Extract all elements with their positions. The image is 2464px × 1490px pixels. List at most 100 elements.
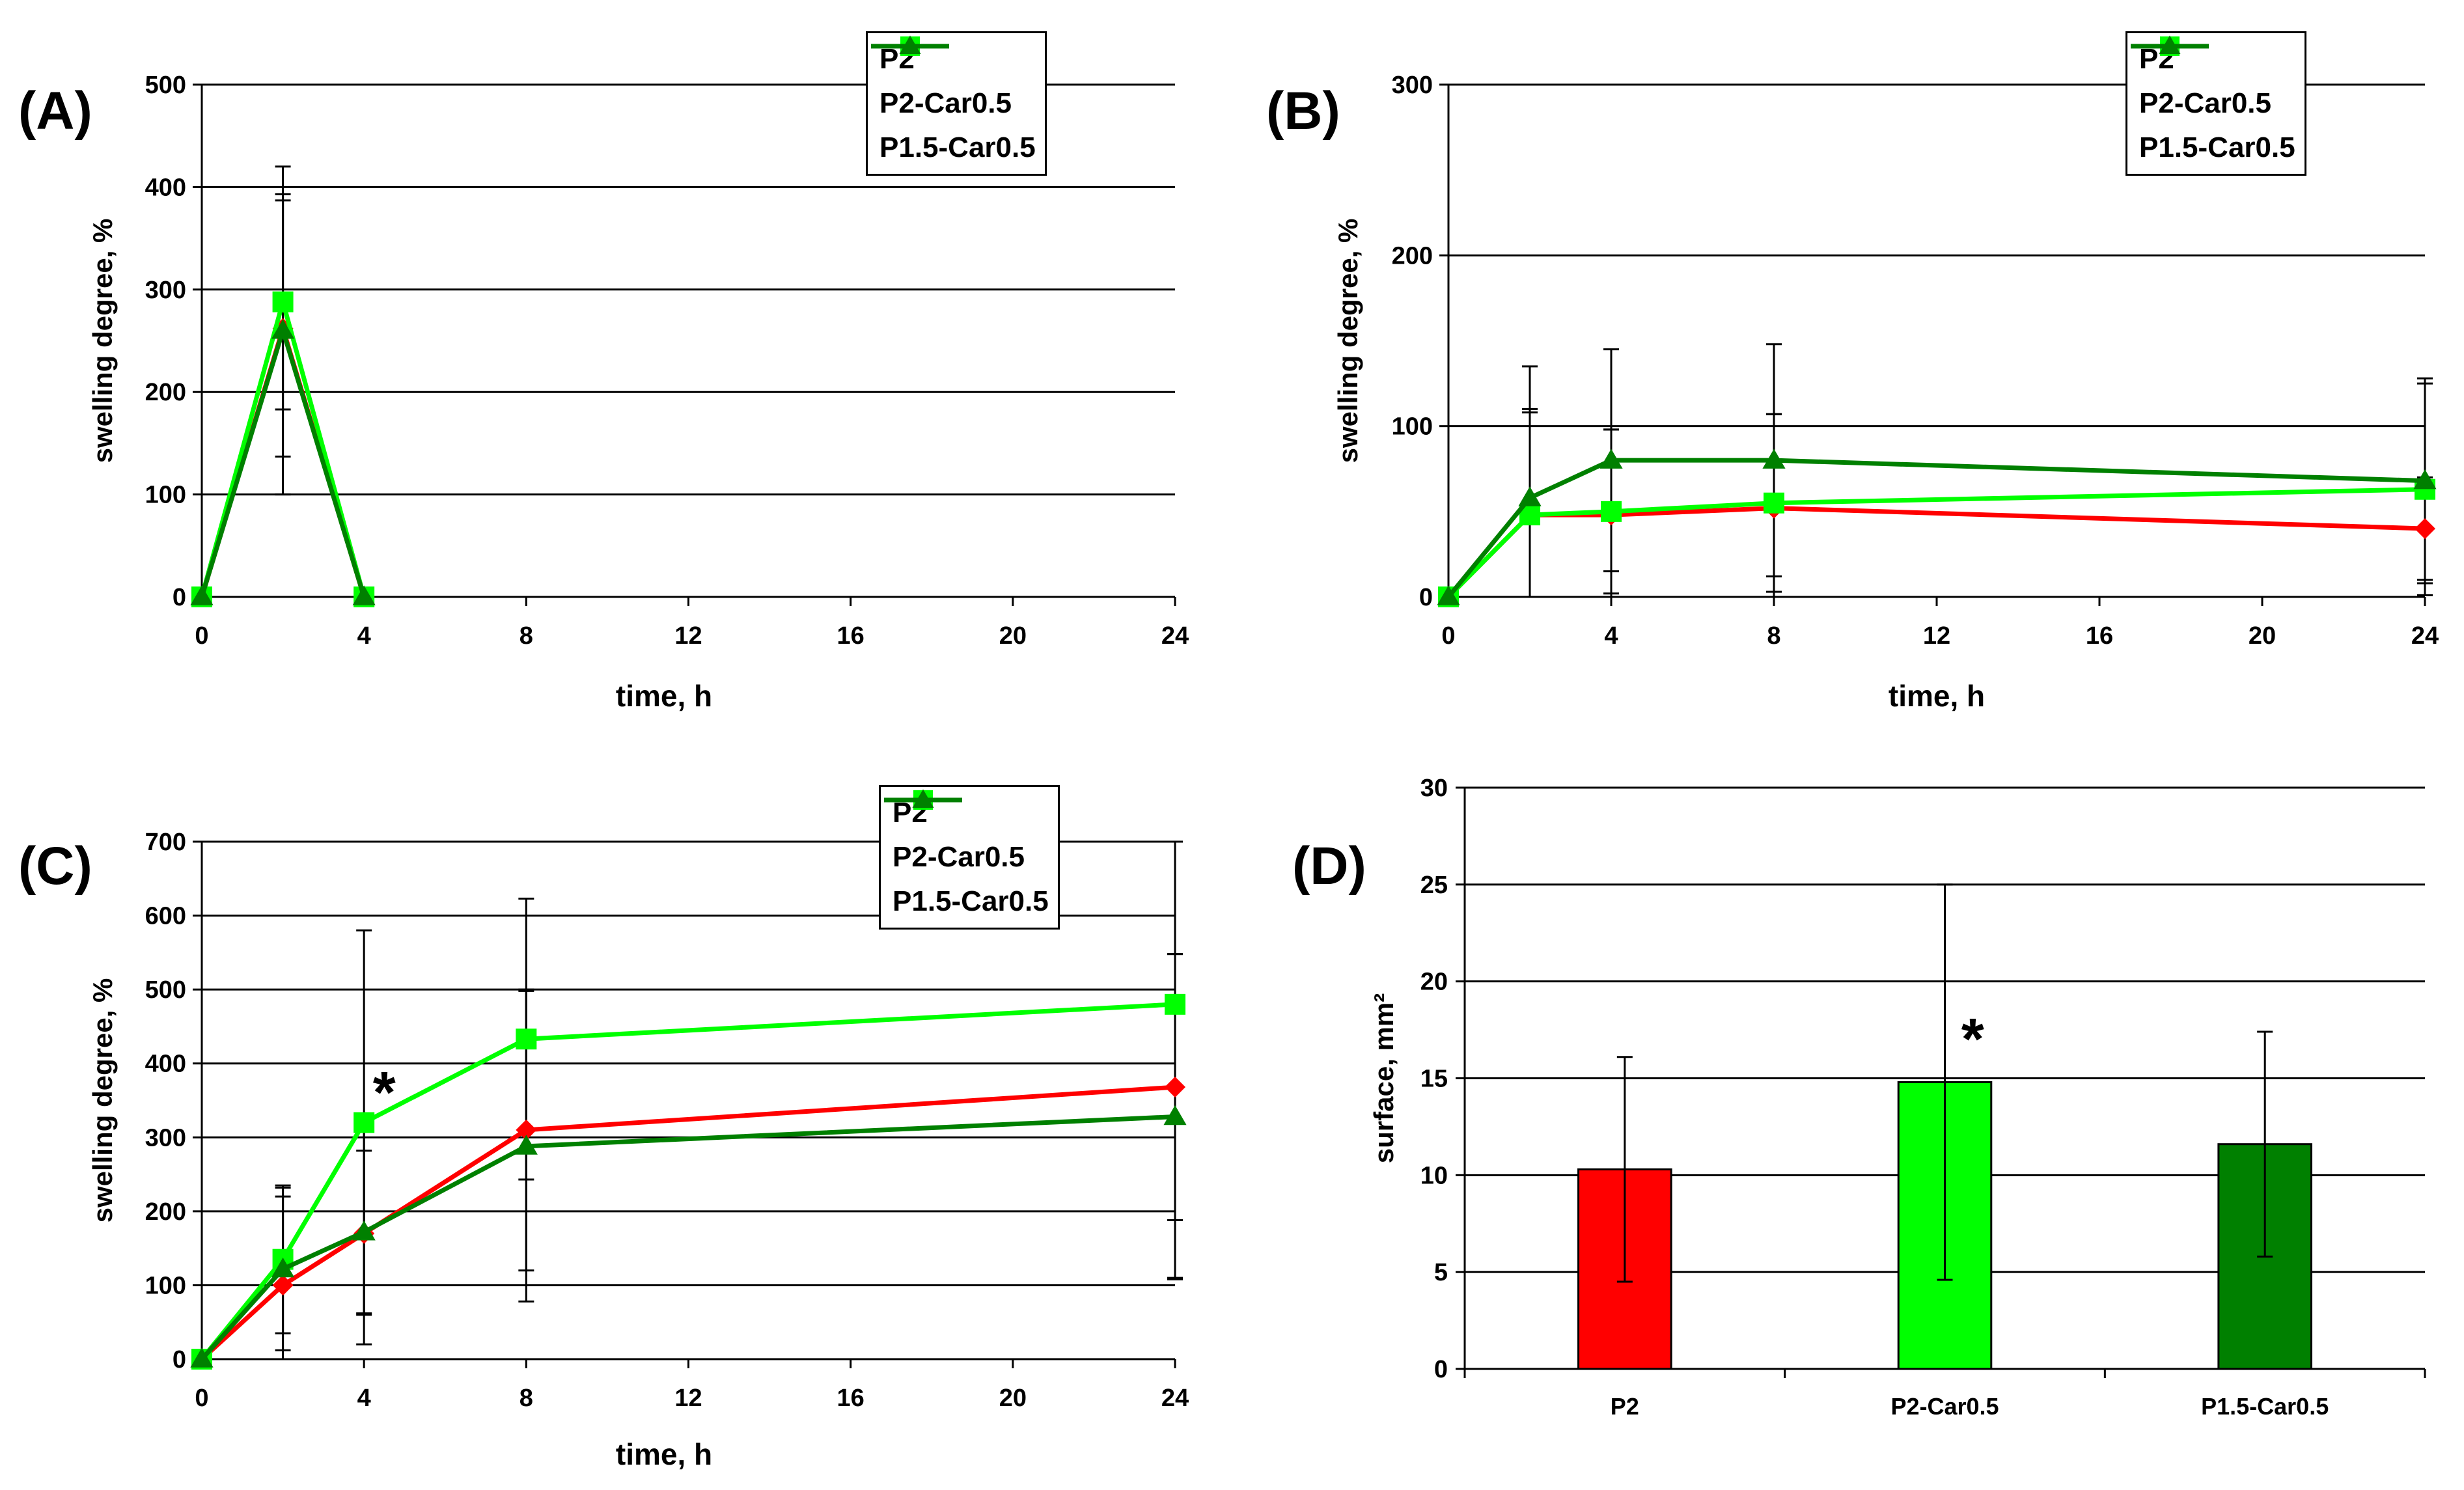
y-axis-title: swelling degree, % xyxy=(87,978,118,1223)
data-point-p2-car0-5 xyxy=(1764,492,1784,514)
x-tick-label: 0 xyxy=(195,1385,208,1412)
x-tick-label: 24 xyxy=(1161,622,1189,650)
x-axis-title: time, h xyxy=(616,1437,712,1471)
x-tick-label: 12 xyxy=(1923,622,1950,650)
y-tick-label: 15 xyxy=(1420,1066,1448,1093)
panel-c: (C) 0 100 200 300 400 500 600 700 0 4 8 12 16 20 24 tim… xyxy=(0,749,1234,1490)
series-line-p2 xyxy=(1447,506,2426,599)
y-axis-title: swelling degree, % xyxy=(87,219,118,463)
data-point-p1-5-car0-5 xyxy=(1762,448,1786,469)
legend-swatch-p15-car xyxy=(871,35,949,54)
data-point-p1-5-car0-5 xyxy=(190,1347,214,1368)
significance-asterisk: * xyxy=(373,1060,396,1125)
legend-entry: P1.5-Car0.5 xyxy=(2131,35,2295,170)
data-point-p1-5-car0-5 xyxy=(1163,1105,1187,1125)
y-axis-title: swelling degree, % xyxy=(1333,219,1363,463)
y-tick-label: 0 xyxy=(173,584,186,611)
legend-marker xyxy=(912,789,934,808)
data-point-p2 xyxy=(2415,518,2435,540)
chart-d: 0 5 10 15 20 25 30 P2 P2-Car0.5 P1.5-Car0.5 surfac… xyxy=(1368,775,2426,1420)
x-tick-label: 0 xyxy=(195,622,208,650)
x-tick-label: 16 xyxy=(837,1385,865,1412)
y-tick-label: 700 xyxy=(145,829,186,856)
legend-entry: P2-Car0.5 xyxy=(871,36,1036,126)
series-line-p2 xyxy=(200,1084,1176,1361)
legend-entry: P2-Car0.5 xyxy=(2131,36,2295,126)
y-tick-label: 0 xyxy=(1419,584,1433,611)
legend-marker xyxy=(899,35,921,54)
data-point-p2 xyxy=(272,1275,294,1296)
legend-swatch-p15-car xyxy=(2131,35,2209,54)
x-tick-label: 24 xyxy=(1161,1385,1189,1412)
series-line-p2-car0-5 xyxy=(1447,487,2426,599)
x-tick-label: 20 xyxy=(999,1385,1027,1412)
y-tick-label: 200 xyxy=(1392,242,1433,269)
legend-marker xyxy=(2159,35,2181,54)
chart-b: 0 100 200 300 0 4 8 12 16 20 24 time, h swelling deg… xyxy=(1333,72,2439,713)
y-tick-label: 200 xyxy=(145,379,186,406)
y-tick-label: 0 xyxy=(1434,1356,1448,1383)
x-tick-label: 8 xyxy=(519,1385,533,1412)
data-point-p1-5-car0-5 xyxy=(1437,585,1460,605)
x-tick-label: 16 xyxy=(2086,622,2113,650)
significance-asterisk: * xyxy=(1961,1007,1984,1072)
y-tick-label: 500 xyxy=(145,976,186,1004)
x-axis-title: time, h xyxy=(616,679,712,713)
y-tick-label: 400 xyxy=(145,1051,186,1078)
legend-a: P2 P2-Car0.5 P1.5-Car0.5 xyxy=(866,31,1047,176)
series-line-p1-5-car0-5 xyxy=(1447,458,2426,599)
legend-label: P1.5-Car0.5 xyxy=(879,131,1036,163)
legend-entry: P1.5-Car0.5 xyxy=(884,789,1049,924)
x-tick-label: 4 xyxy=(357,622,371,650)
y-tick-label: 300 xyxy=(145,1124,186,1152)
data-point-p1-5-car0-5 xyxy=(352,585,376,605)
legend-label: P2-Car0.5 xyxy=(893,841,1025,873)
category-label: P2-Car0.5 xyxy=(1890,1393,1999,1420)
y-tick-label: 5 xyxy=(1434,1259,1448,1286)
y-tick-label: 0 xyxy=(173,1346,186,1373)
y-tick-label: 10 xyxy=(1420,1162,1448,1189)
chart-c: 0 100 200 300 400 500 600 700 0 4 8 12 16 20 24 time, h… xyxy=(87,829,1189,1471)
legend-label: P2-Car0.5 xyxy=(879,87,1012,119)
legend-label: P1.5-Car0.5 xyxy=(2139,131,2295,163)
y-tick-label: 500 xyxy=(145,72,186,99)
y-tick-label: 20 xyxy=(1420,969,1448,996)
data-point-p1-5-car0-5 xyxy=(271,319,295,339)
x-tick-label: 16 xyxy=(837,622,865,650)
category-label: P1.5-Car0.5 xyxy=(2201,1393,2329,1420)
legend-label: P2-Car0.5 xyxy=(2139,87,2272,119)
data-point-p1-5-car0-5 xyxy=(271,1257,295,1278)
legend-b: P2 P2-Car0.5 P1.5-Car0.5 xyxy=(2125,31,2306,176)
data-point-p2 xyxy=(516,1119,537,1140)
y-tick-label: 100 xyxy=(1392,413,1433,441)
y-tick-label: 25 xyxy=(1420,872,1448,899)
y-tick-label: 100 xyxy=(145,1272,186,1299)
data-point-p1-5-car0-5 xyxy=(352,1221,376,1241)
y-tick-label: 600 xyxy=(145,903,186,930)
data-point-p2-car0-5 xyxy=(353,1112,375,1133)
x-tick-label: 20 xyxy=(999,622,1027,650)
x-axis-title: time, h xyxy=(1889,679,1985,713)
y-tick-label: 400 xyxy=(145,174,186,201)
x-tick-label: 24 xyxy=(2411,622,2439,650)
panel-a: (A) 0 100 200 300 400 500 0 4 8 12 16 20 24 time, h sw… xyxy=(0,0,1234,749)
y-tick-label: 100 xyxy=(145,482,186,509)
category-label: P2 xyxy=(1611,1393,1639,1420)
y-tick-label: 200 xyxy=(145,1198,186,1226)
data-point-p1-5-car0-5 xyxy=(1518,486,1542,506)
legend-entry: P2-Car0.5 xyxy=(884,790,1049,879)
x-tick-label: 0 xyxy=(1441,622,1455,650)
data-point-p1-5-car0-5 xyxy=(514,1135,538,1155)
legend-entry: P1.5-Car0.5 xyxy=(871,35,1036,170)
x-tick-label: 4 xyxy=(357,1385,371,1412)
y-axis-title: surface, mm² xyxy=(1368,993,1399,1163)
data-point-p2-car0-5 xyxy=(1601,501,1622,522)
x-tick-label: 20 xyxy=(2249,622,2276,650)
x-tick-label: 8 xyxy=(519,622,533,650)
x-tick-label: 12 xyxy=(674,622,702,650)
data-point-p2 xyxy=(1165,1077,1185,1098)
panel-b: (B) 0 100 200 300 0 4 8 12 16 20 24 time, h swelling… xyxy=(1234,0,2464,749)
y-tick-label: 30 xyxy=(1420,775,1448,802)
x-tick-label: 8 xyxy=(1767,622,1780,650)
panel-label-b: (B) xyxy=(1266,81,1340,141)
